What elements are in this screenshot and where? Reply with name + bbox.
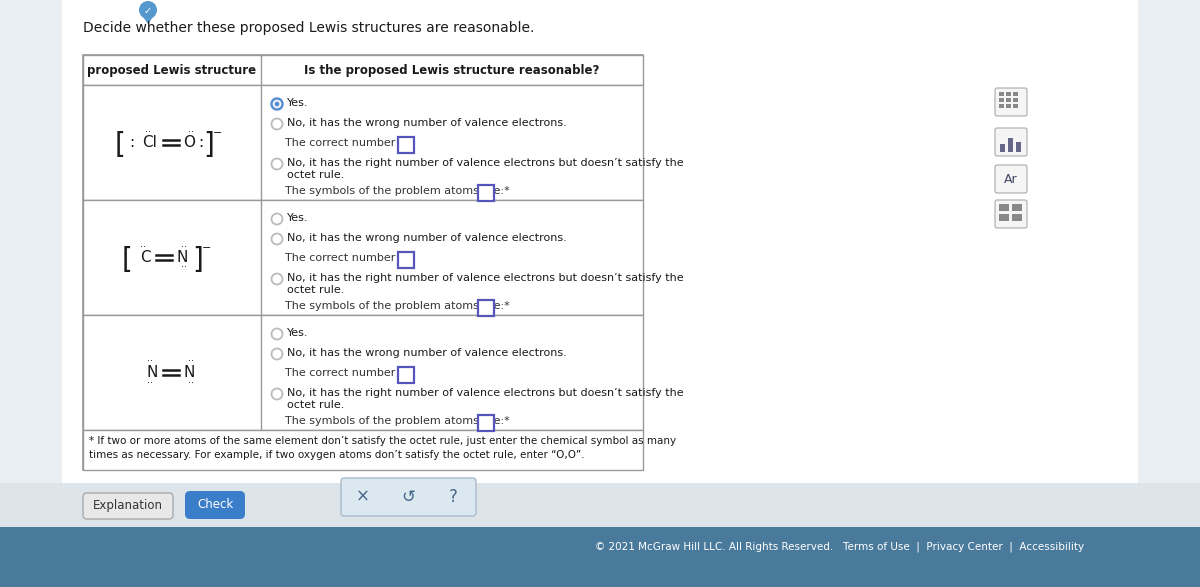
FancyBboxPatch shape	[998, 98, 1004, 102]
Text: The symbols of the problem atoms are:*: The symbols of the problem atoms are:*	[286, 416, 510, 426]
FancyBboxPatch shape	[995, 165, 1027, 193]
FancyBboxPatch shape	[341, 478, 476, 516]
Text: ··: ··	[148, 356, 154, 366]
Text: −: −	[203, 242, 211, 252]
Text: octet rule.: octet rule.	[287, 170, 344, 180]
FancyBboxPatch shape	[83, 430, 643, 470]
Text: ··: ··	[140, 242, 146, 252]
Text: N: N	[146, 365, 157, 380]
FancyBboxPatch shape	[185, 491, 245, 519]
Circle shape	[275, 102, 280, 106]
FancyBboxPatch shape	[1012, 214, 1022, 221]
Text: Yes.: Yes.	[287, 213, 308, 223]
FancyBboxPatch shape	[83, 55, 643, 470]
FancyBboxPatch shape	[1006, 104, 1010, 108]
Text: ✓: ✓	[144, 6, 152, 16]
FancyBboxPatch shape	[398, 137, 414, 153]
Text: octet rule.: octet rule.	[287, 400, 344, 410]
Text: Decide whether these proposed Lewis structures are reasonable.: Decide whether these proposed Lewis stru…	[83, 21, 534, 35]
Text: Check: Check	[197, 498, 233, 511]
FancyBboxPatch shape	[83, 85, 643, 200]
Text: −: −	[214, 127, 223, 137]
Text: The correct number is:: The correct number is:	[286, 138, 412, 148]
Text: The correct number is:: The correct number is:	[286, 253, 412, 263]
Text: ··: ··	[181, 262, 187, 272]
Text: No, it has the right number of valence electrons but doesn’t satisfy the: No, it has the right number of valence e…	[287, 388, 684, 398]
Text: The correct number is:: The correct number is:	[286, 368, 412, 378]
Text: ··: ··	[188, 127, 194, 137]
FancyBboxPatch shape	[398, 367, 414, 383]
Text: No, it has the wrong number of valence electrons.: No, it has the wrong number of valence e…	[287, 348, 566, 358]
Text: ↺: ↺	[401, 488, 415, 506]
FancyBboxPatch shape	[998, 214, 1009, 221]
Text: N: N	[176, 250, 187, 265]
FancyBboxPatch shape	[83, 315, 643, 430]
FancyBboxPatch shape	[83, 493, 173, 519]
Text: ··: ··	[145, 127, 151, 137]
FancyBboxPatch shape	[478, 415, 494, 431]
FancyBboxPatch shape	[998, 204, 1009, 211]
Text: Yes.: Yes.	[287, 328, 308, 338]
FancyBboxPatch shape	[1012, 204, 1022, 211]
Text: No, it has the wrong number of valence electrons.: No, it has the wrong number of valence e…	[287, 233, 566, 243]
FancyBboxPatch shape	[478, 300, 494, 316]
FancyBboxPatch shape	[478, 185, 494, 201]
Text: :: :	[198, 135, 204, 150]
Text: ?: ?	[449, 488, 457, 506]
Text: proposed Lewis structure: proposed Lewis structure	[88, 63, 257, 76]
Text: The symbols of the problem atoms are:*: The symbols of the problem atoms are:*	[286, 301, 510, 311]
FancyBboxPatch shape	[62, 0, 1138, 484]
Text: © 2021 McGraw Hill LLC. All Rights Reserved.   Terms of Use  |  Privacy Center  : © 2021 McGraw Hill LLC. All Rights Reser…	[595, 542, 1085, 552]
FancyBboxPatch shape	[995, 128, 1027, 156]
Text: The symbols of the problem atoms are:*: The symbols of the problem atoms are:*	[286, 186, 510, 196]
Text: No, it has the right number of valence electrons but doesn’t satisfy the: No, it has the right number of valence e…	[287, 273, 684, 283]
Text: [: [	[114, 130, 126, 158]
Text: No, it has the wrong number of valence electrons.: No, it has the wrong number of valence e…	[287, 118, 566, 128]
Text: Explanation: Explanation	[94, 500, 163, 512]
Text: ··: ··	[188, 356, 194, 366]
FancyBboxPatch shape	[83, 55, 643, 85]
Text: ··: ··	[188, 379, 194, 389]
FancyBboxPatch shape	[1006, 98, 1010, 102]
Text: Yes.: Yes.	[287, 98, 308, 108]
FancyBboxPatch shape	[1013, 98, 1018, 102]
FancyBboxPatch shape	[995, 200, 1027, 228]
FancyBboxPatch shape	[398, 252, 414, 268]
Text: ]: ]	[192, 245, 204, 274]
FancyBboxPatch shape	[1008, 138, 1013, 152]
Text: octet rule.: octet rule.	[287, 285, 344, 295]
FancyBboxPatch shape	[1000, 144, 1006, 152]
Text: N: N	[184, 365, 194, 380]
Text: ]: ]	[204, 130, 215, 158]
FancyBboxPatch shape	[1006, 92, 1010, 96]
Text: ×: ×	[356, 488, 370, 506]
FancyBboxPatch shape	[1016, 142, 1021, 152]
Text: ··: ··	[148, 379, 154, 389]
Text: * If two or more atoms of the same element don’t satisfy the octet rule, just en: * If two or more atoms of the same eleme…	[89, 436, 676, 446]
Circle shape	[139, 1, 157, 19]
FancyBboxPatch shape	[998, 104, 1004, 108]
Text: Is the proposed Lewis structure reasonable?: Is the proposed Lewis structure reasonab…	[305, 63, 600, 76]
FancyBboxPatch shape	[0, 483, 1200, 527]
FancyBboxPatch shape	[83, 200, 643, 315]
FancyBboxPatch shape	[998, 92, 1004, 96]
Text: :: :	[130, 135, 134, 150]
Text: Ar: Ar	[1004, 173, 1018, 185]
FancyBboxPatch shape	[0, 527, 1200, 587]
Text: ··: ··	[181, 242, 187, 252]
Text: O: O	[182, 135, 194, 150]
FancyBboxPatch shape	[1013, 104, 1018, 108]
FancyBboxPatch shape	[1013, 92, 1018, 96]
Text: [: [	[121, 245, 132, 274]
FancyBboxPatch shape	[995, 88, 1027, 116]
Text: No, it has the right number of valence electrons but doesn’t satisfy the: No, it has the right number of valence e…	[287, 158, 684, 168]
Polygon shape	[143, 16, 154, 24]
Text: C: C	[139, 250, 150, 265]
Text: times as necessary. For example, if two oxygen atoms don’t satisfy the octet rul: times as necessary. For example, if two …	[89, 450, 584, 460]
Text: Cl: Cl	[143, 135, 157, 150]
